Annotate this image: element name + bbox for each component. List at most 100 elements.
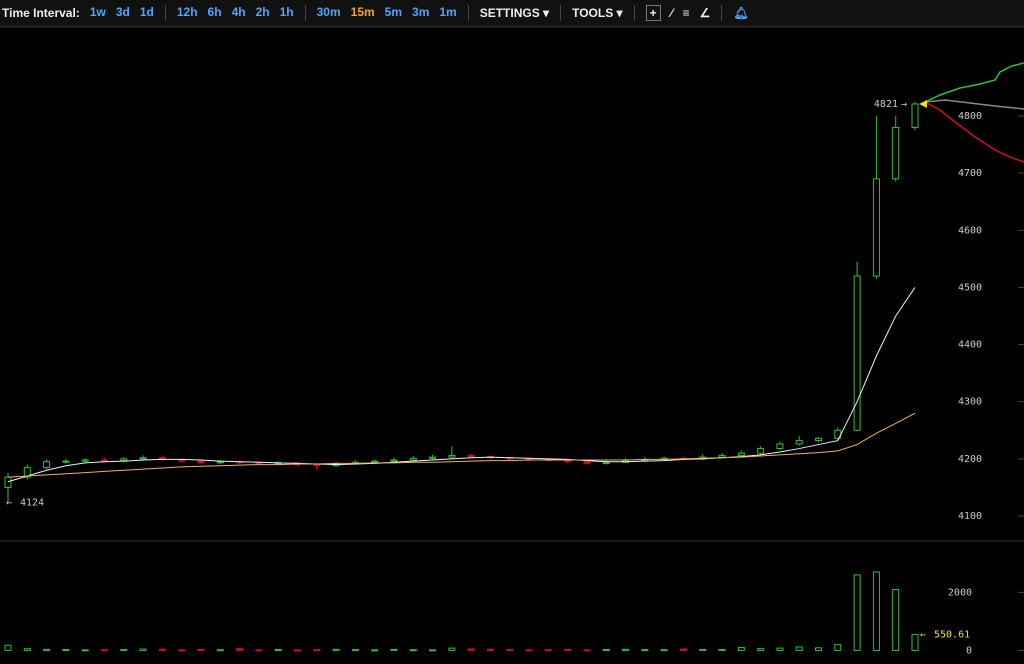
interval-button[interactable]: 4h <box>231 5 246 19</box>
candle-body <box>583 461 591 464</box>
interval-button[interactable]: 3d <box>115 5 130 19</box>
volume-bar <box>892 588 900 651</box>
interval-button[interactable]: 6h <box>207 5 222 19</box>
volume-bar <box>332 648 340 651</box>
y-tick-label: 4700 <box>958 168 982 179</box>
volume-bar <box>544 649 552 652</box>
candle-body <box>815 437 823 442</box>
candle-body <box>62 460 70 463</box>
interval-button[interactable]: 1m <box>439 5 457 19</box>
volume-bar <box>81 649 89 652</box>
volume-bar <box>371 649 379 652</box>
volume-bar <box>757 648 765 651</box>
y-tick-label: 4600 <box>958 225 982 236</box>
candle-body <box>467 454 475 458</box>
volume-bar <box>815 647 823 651</box>
settings-text[interactable]: SETTINGS <box>479 6 540 20</box>
fib-tool[interactable]: ∠ <box>699 6 711 20</box>
volume-bar <box>622 648 630 651</box>
moving-average <box>7 412 916 478</box>
volume-bar <box>699 648 707 651</box>
interval-button[interactable]: 30m <box>316 5 341 19</box>
tools-menu[interactable]: TOOLS ▾ <box>572 6 623 20</box>
volume-bar <box>178 649 186 652</box>
volume-bar <box>718 649 726 652</box>
candle-body <box>216 461 224 464</box>
volume-bar <box>525 649 533 652</box>
volume-bar <box>23 648 31 651</box>
interval-button[interactable]: 15m <box>350 5 375 19</box>
candle-body <box>872 178 880 277</box>
volume-bar <box>448 647 456 651</box>
volume-bar <box>641 649 649 652</box>
interval-group: 1w 3d 1d 12h 6h 4h 2h 1h 30m 15m 5m 3m 1m <box>85 5 462 21</box>
volume-bar <box>679 648 687 651</box>
volume-bar <box>216 649 224 652</box>
volume-bar <box>795 646 803 651</box>
crosshair-tool[interactable]: + <box>645 5 661 21</box>
last-price-marker <box>919 100 927 108</box>
y-tick-label: 4500 <box>958 282 982 293</box>
candle-body <box>795 440 803 445</box>
interval-label: Time Interval: <box>2 6 80 20</box>
candle-body <box>23 466 31 478</box>
interval-button[interactable]: 12h <box>176 5 198 19</box>
candle-body <box>776 443 784 450</box>
candle-body <box>448 454 456 458</box>
y-tick-label: 4400 <box>958 340 982 351</box>
candle-body <box>737 452 745 456</box>
volume-bar <box>776 647 784 651</box>
candle-body <box>718 454 726 458</box>
y-tick-label: 4800 <box>958 111 982 122</box>
volume-bar <box>100 649 108 652</box>
alert-tool[interactable]: 🔔︎ <box>733 6 749 20</box>
candle-body <box>911 103 919 128</box>
volume-bar <box>390 648 398 651</box>
interval-button[interactable]: 2h <box>255 5 270 19</box>
y-tick-label: 4100 <box>958 511 982 522</box>
volume-bar <box>911 633 919 651</box>
volume-bar <box>467 648 475 651</box>
candle-body <box>371 460 379 463</box>
candle-body <box>757 448 765 454</box>
candle-body <box>602 461 610 464</box>
volume-bar <box>197 649 205 652</box>
volume-bar <box>236 648 244 651</box>
candle-body <box>120 458 128 462</box>
interval-button[interactable]: 5m <box>384 5 403 19</box>
volume-bar <box>409 649 417 652</box>
interval-button[interactable]: 3m <box>412 5 430 19</box>
interval-button[interactable]: 1d <box>139 5 154 19</box>
y-tick-label: 4300 <box>958 397 982 408</box>
hline-tool[interactable]: ≡ <box>682 6 690 20</box>
volume-bar <box>158 648 166 651</box>
volume-bar <box>583 649 591 652</box>
separator <box>164 5 166 21</box>
volume-bar <box>4 644 12 651</box>
volume-bar <box>602 649 610 652</box>
depth-mid <box>924 99 1024 110</box>
volume-bar <box>139 648 147 651</box>
volume-bar <box>255 649 263 652</box>
candle-body <box>4 476 12 488</box>
volume-bar <box>120 649 128 652</box>
volume-bar <box>660 649 668 652</box>
depth-asks <box>924 101 1024 163</box>
tools-text[interactable]: TOOLS <box>572 6 614 20</box>
volume-bar <box>834 644 842 651</box>
interval-button[interactable]: 1w <box>89 5 106 19</box>
last-volume-arrow: ← <box>920 629 926 640</box>
settings-menu[interactable]: SETTINGS ▾ <box>479 6 550 20</box>
line-tool[interactable]: ⁄ <box>670 6 673 20</box>
candle-body <box>139 457 147 460</box>
volume-bar <box>429 649 437 652</box>
candle-body <box>81 459 89 462</box>
toolbar: Time Interval: 1w 3d 1d 12h 6h 4h 2h 1h 30m 15m 5m… <box>0 0 1024 27</box>
separator <box>304 5 306 21</box>
volume-bar <box>313 649 321 652</box>
interval-button[interactable]: 1h <box>279 5 294 19</box>
volume-bar <box>564 648 572 651</box>
candle-body <box>390 459 398 462</box>
